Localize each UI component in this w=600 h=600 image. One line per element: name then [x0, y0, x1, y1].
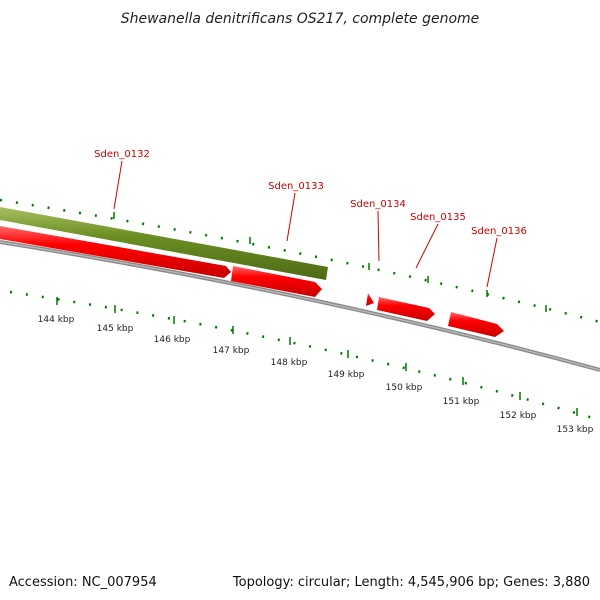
gene-label[interactable]: Sden_0134 — [350, 199, 406, 210]
gene-label[interactable]: Sden_0133 — [268, 181, 324, 192]
gene-arrow-sden-0133[interactable] — [231, 266, 322, 297]
gene-label[interactable]: Sden_0132 — [94, 149, 150, 160]
olive-feature — [0, 207, 328, 280]
kbp-label: 144 kbp — [38, 315, 75, 325]
map-title: Shewanella denitrificans OS217, complete… — [121, 11, 480, 27]
genome-backbone — [0, 240, 600, 372]
gene-leader-lines — [113, 160, 498, 288]
kbp-label: 150 kbp — [386, 383, 423, 393]
kbp-label: 151 kbp — [443, 397, 480, 407]
accession-text: Accession: NC_007954 — [9, 575, 157, 590]
gene-label[interactable]: Sden_0136 — [471, 226, 527, 237]
gene-arrow-sden-0134[interactable] — [366, 293, 374, 306]
gene-arrow-sden-0136[interactable] — [448, 312, 504, 337]
kbp-scale-track — [9, 290, 600, 422]
kbp-label: 147 kbp — [213, 346, 250, 356]
kbp-label: 149 kbp — [328, 370, 365, 380]
outer-tick-track — [0, 198, 600, 324]
genome-summary-text: Topology: circular; Length: 4,545,906 bp… — [232, 575, 590, 590]
kbp-labels: 144 kbp 145 kbp 146 kbp 147 kbp 148 kbp … — [38, 315, 594, 435]
gene-arrow-sden-0132[interactable] — [0, 226, 231, 278]
gene-arrows — [0, 226, 504, 337]
kbp-label: 153 kbp — [557, 425, 594, 435]
kbp-label: 148 kbp — [271, 358, 308, 368]
kbp-label: 145 kbp — [97, 324, 134, 334]
gene-arrow-sden-0135[interactable] — [377, 297, 435, 321]
kbp-label: 146 kbp — [154, 335, 191, 345]
gene-labels: Sden_0132 Sden_0133 Sden_0134 Sden_0135 … — [94, 149, 527, 237]
gene-label[interactable]: Sden_0135 — [410, 212, 466, 223]
kbp-label: 152 kbp — [500, 411, 537, 421]
